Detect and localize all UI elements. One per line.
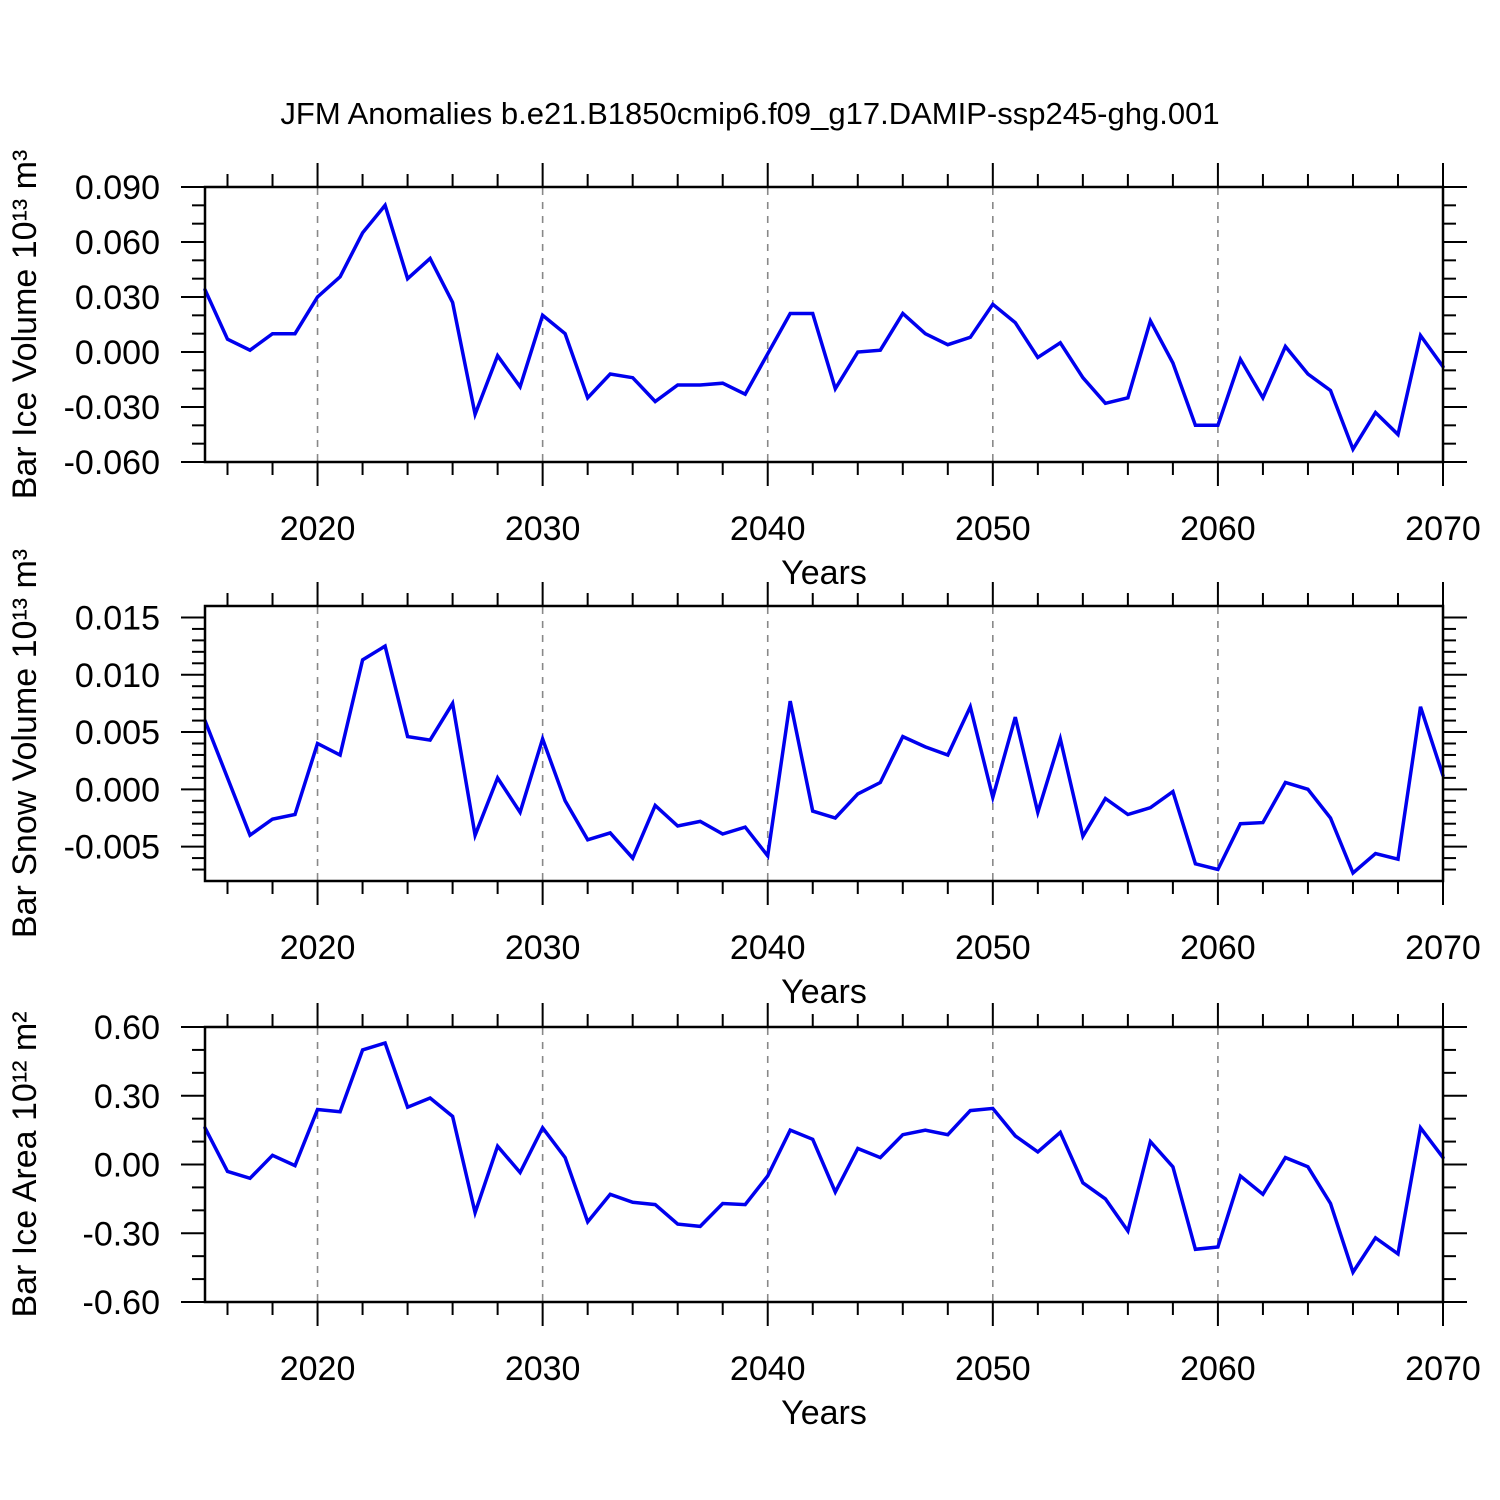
x-axis-title: Years: [781, 554, 867, 592]
x-tick-label: 2040: [730, 929, 806, 967]
y-axis-title: Bar Ice Area 10¹² m²: [6, 1011, 44, 1317]
x-tick-label: 2050: [955, 929, 1031, 967]
x-tick-label: 2070: [1405, 929, 1481, 967]
x-tick-label: 2060: [1180, 510, 1256, 548]
y-tick-label: -0.30: [83, 1215, 161, 1253]
x-tick-label: 2050: [955, 510, 1031, 548]
y-tick-label: -0.60: [83, 1284, 161, 1322]
y-tick-label: 0.030: [75, 279, 160, 317]
x-axis-title: Years: [781, 973, 867, 1011]
x-axis-title: Years: [781, 1394, 867, 1432]
x-tick-label: 2060: [1180, 1350, 1256, 1388]
x-tick-label: 2030: [505, 1350, 581, 1388]
ice-volume-chart: 2020 2030 2040 2050 2060 2070 0.090 0.060 0.030 0…: [6, 150, 1481, 592]
ice-area-series-line: [203, 1040, 1445, 1277]
ice-area-chart: 2020 2030 2040 2050 2060 2070 0.60 0.30 0.00 -0.3…: [6, 1003, 1481, 1432]
y-tick-label: -0.060: [64, 444, 160, 482]
y-tick-label: 0.30: [94, 1078, 160, 1116]
y-tick-label: 0.010: [75, 657, 160, 695]
y-tick-label: 0.000: [75, 334, 160, 372]
y-tick-label: -0.030: [64, 389, 160, 427]
x-tick-label: 2030: [505, 510, 581, 548]
ice-volume-series-line: [203, 201, 1445, 454]
y-tick-label: 0.00: [94, 1147, 160, 1185]
axis-frame: [203, 185, 1445, 464]
y-tick-label: -0.005: [64, 829, 160, 867]
y-tick-label: 0.000: [75, 771, 160, 809]
snow-volume-series-line: [203, 643, 1445, 876]
y-tick-label: 0.005: [75, 714, 160, 752]
y-tick-label: 0.060: [75, 224, 160, 262]
axis-frame: [203, 604, 1445, 883]
y-tick-label: 0.60: [94, 1009, 160, 1047]
x-tick-label: 2070: [1405, 1350, 1481, 1388]
y-tick-label: 0.015: [75, 599, 160, 637]
y-axis-title: Bar Snow Volume 10¹³ m³: [6, 549, 44, 938]
x-tick-label: 2020: [280, 510, 356, 548]
x-tick-label: 2040: [730, 1350, 806, 1388]
snow-volume-chart: 2020 2030 2040 2050 2060 2070 0.015 0.010 0.005 0…: [6, 549, 1481, 1011]
x-tick-label: 2030: [505, 929, 581, 967]
x-tick-label: 2020: [280, 1350, 356, 1388]
x-tick-label: 2060: [1180, 929, 1256, 967]
x-tick-label: 2020: [280, 929, 356, 967]
figure-title: JFM Anomalies b.e21.B1850cmip6.f09_g17.D…: [280, 96, 1220, 131]
x-tick-label: 2050: [955, 1350, 1031, 1388]
y-tick-label: 0.090: [75, 169, 160, 207]
x-tick-label: 2070: [1405, 510, 1481, 548]
y-axis-title: Bar Ice Volume 10¹³ m³: [6, 150, 44, 500]
x-tick-label: 2040: [730, 510, 806, 548]
